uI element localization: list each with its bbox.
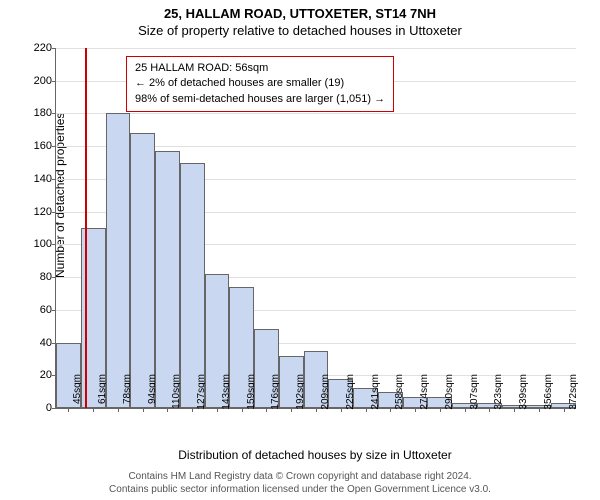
x-tick-mark: [440, 408, 441, 412]
x-tick-label: 290sqm: [444, 374, 455, 414]
x-tick-mark: [242, 408, 243, 412]
histogram-bar: [180, 163, 205, 408]
x-tick-mark: [390, 408, 391, 412]
x-tick-mark: [143, 408, 144, 412]
y-tick-label: 120: [24, 206, 52, 218]
x-tick-mark: [489, 408, 490, 412]
y-tick-mark: [52, 408, 56, 409]
footer-line2: Contains public sector information licen…: [0, 483, 600, 496]
y-tick-mark: [52, 113, 56, 114]
x-tick-mark: [341, 408, 342, 412]
y-tick-mark: [52, 48, 56, 49]
info-annotation-box: 25 HALLAM ROAD: 56sqm← 2% of detached ho…: [126, 56, 394, 112]
x-tick-mark: [167, 408, 168, 412]
y-tick-label: 160: [24, 140, 52, 152]
x-tick-mark: [266, 408, 267, 412]
y-tick-mark: [52, 277, 56, 278]
info-line: 98% of semi-detached houses are larger (…: [135, 92, 385, 107]
x-tick-mark: [539, 408, 540, 412]
page-title-desc: Size of property relative to detached ho…: [0, 21, 600, 38]
x-tick-label: 339sqm: [518, 374, 529, 414]
y-tick-label: 200: [24, 75, 52, 87]
x-tick-mark: [514, 408, 515, 412]
y-tick-label: 100: [24, 238, 52, 250]
footer-attribution: Contains HM Land Registry data © Crown c…: [0, 470, 600, 496]
reference-line: [85, 48, 87, 408]
info-line: ← 2% of detached houses are smaller (19): [135, 76, 385, 91]
x-tick-label: 274sqm: [419, 374, 430, 414]
x-axis-label: Distribution of detached houses by size …: [55, 448, 575, 462]
x-tick-mark: [291, 408, 292, 412]
y-tick-label: 220: [24, 42, 52, 54]
x-tick-mark: [366, 408, 367, 412]
x-tick-mark: [217, 408, 218, 412]
y-tick-mark: [52, 310, 56, 311]
y-tick-mark: [52, 81, 56, 82]
y-tick-mark: [52, 179, 56, 180]
x-tick-label: 258sqm: [394, 374, 405, 414]
histogram-bar: [106, 113, 131, 408]
y-tick-label: 180: [24, 107, 52, 119]
y-tick-label: 20: [24, 369, 52, 381]
x-tick-label: 372sqm: [568, 374, 579, 414]
y-tick-label: 140: [24, 173, 52, 185]
x-tick-mark: [564, 408, 565, 412]
info-line: 25 HALLAM ROAD: 56sqm: [135, 61, 385, 76]
chart-area: Number of detached properties 0204060801…: [55, 48, 575, 408]
x-tick-mark: [316, 408, 317, 412]
gridline: [56, 113, 576, 114]
x-tick-label: 356sqm: [543, 374, 554, 414]
x-tick-mark: [68, 408, 69, 412]
y-tick-label: 0: [24, 402, 52, 414]
y-tick-mark: [52, 212, 56, 213]
y-tick-mark: [52, 244, 56, 245]
histogram-bar: [155, 151, 180, 408]
footer-line1: Contains HM Land Registry data © Crown c…: [0, 470, 600, 483]
x-tick-mark: [465, 408, 466, 412]
x-tick-mark: [192, 408, 193, 412]
histogram-bar: [130, 133, 155, 408]
y-tick-mark: [52, 146, 56, 147]
gridline: [56, 48, 576, 49]
x-tick-label: 323sqm: [493, 374, 504, 414]
page-title-address: 25, HALLAM ROAD, UTTOXETER, ST14 7NH: [0, 0, 600, 21]
x-tick-label: 307sqm: [469, 374, 480, 414]
y-tick-label: 60: [24, 304, 52, 316]
x-tick-mark: [118, 408, 119, 412]
x-tick-mark: [93, 408, 94, 412]
y-tick-label: 40: [24, 337, 52, 349]
x-tick-mark: [415, 408, 416, 412]
y-tick-label: 80: [24, 271, 52, 283]
plot-region: 02040608010012014016018020022045sqm61sqm…: [55, 48, 576, 409]
